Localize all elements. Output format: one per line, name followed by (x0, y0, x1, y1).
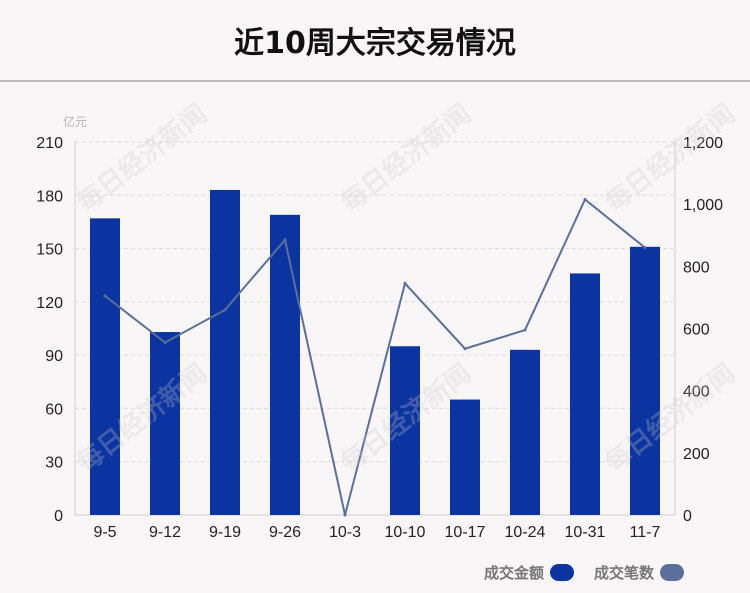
line-point (463, 347, 467, 351)
line-series-count (104, 197, 646, 516)
legend-label-amount: 成交金额 (483, 564, 544, 582)
bar (450, 399, 480, 515)
bar (630, 246, 660, 516)
line-point (643, 246, 647, 250)
x-tick-label: 10-31 (565, 524, 606, 541)
y-tick-label-left: 210 (36, 135, 63, 152)
y-tick-label-right: 600 (683, 322, 710, 339)
legend-swatch-amount (549, 564, 574, 581)
legend-label-count: 成交笔数 (593, 564, 654, 582)
bar (270, 214, 300, 516)
x-tick-label: 9-12 (149, 524, 181, 541)
line-point (103, 294, 107, 298)
x-tick-label: 10-17 (445, 524, 486, 541)
line-point (283, 238, 287, 242)
x-tick-label: 9-26 (269, 524, 301, 541)
line-point (523, 328, 527, 332)
line-point (223, 308, 227, 312)
y-tick-label-right: 1,000 (683, 197, 723, 214)
y-axis-unit-label: 亿元 (63, 114, 87, 129)
y-tick-label-left: 180 (36, 188, 63, 205)
legend: 成交金额 成交笔数 (470, 562, 684, 583)
line-point (163, 340, 167, 344)
x-tick-label: 10-24 (505, 524, 546, 541)
x-tick-label: 11-7 (630, 524, 661, 541)
bar (390, 346, 420, 515)
y-tick-label-left: 30 (45, 455, 63, 472)
y-tick-label-left: 60 (45, 401, 63, 418)
title-divider (0, 80, 750, 82)
x-tick-label: 9-5 (93, 524, 116, 541)
y-tick-label-right: 1,200 (683, 135, 723, 152)
x-tick-label: 10-3 (329, 524, 361, 541)
y-tick-label-left: 120 (36, 295, 63, 312)
legend-item-count[interactable]: 成交笔数 (594, 562, 684, 583)
bar (510, 349, 540, 515)
y-tick-label-left: 90 (45, 348, 63, 365)
x-tick-label: 10-10 (385, 524, 426, 541)
line-point (343, 513, 347, 517)
bar (210, 189, 240, 515)
chart-title: 近10周大宗交易情况 (234, 26, 516, 61)
bar (570, 273, 600, 515)
line-point (403, 281, 407, 285)
line-point (583, 198, 587, 202)
bar (150, 332, 180, 515)
x-tick-label: 9-19 (209, 524, 241, 541)
y-tick-label-right: 800 (683, 259, 710, 276)
legend-item-amount[interactable]: 成交金额 (484, 562, 574, 583)
y-tick-label-right: 0 (683, 508, 692, 525)
y-tick-label-right: 200 (683, 446, 710, 463)
y-tick-label-left: 0 (54, 508, 63, 525)
legend-swatch-count (660, 564, 684, 581)
y-tick-label-right: 400 (683, 384, 710, 401)
bar (90, 218, 120, 515)
y-tick-label-left: 150 (36, 242, 63, 259)
